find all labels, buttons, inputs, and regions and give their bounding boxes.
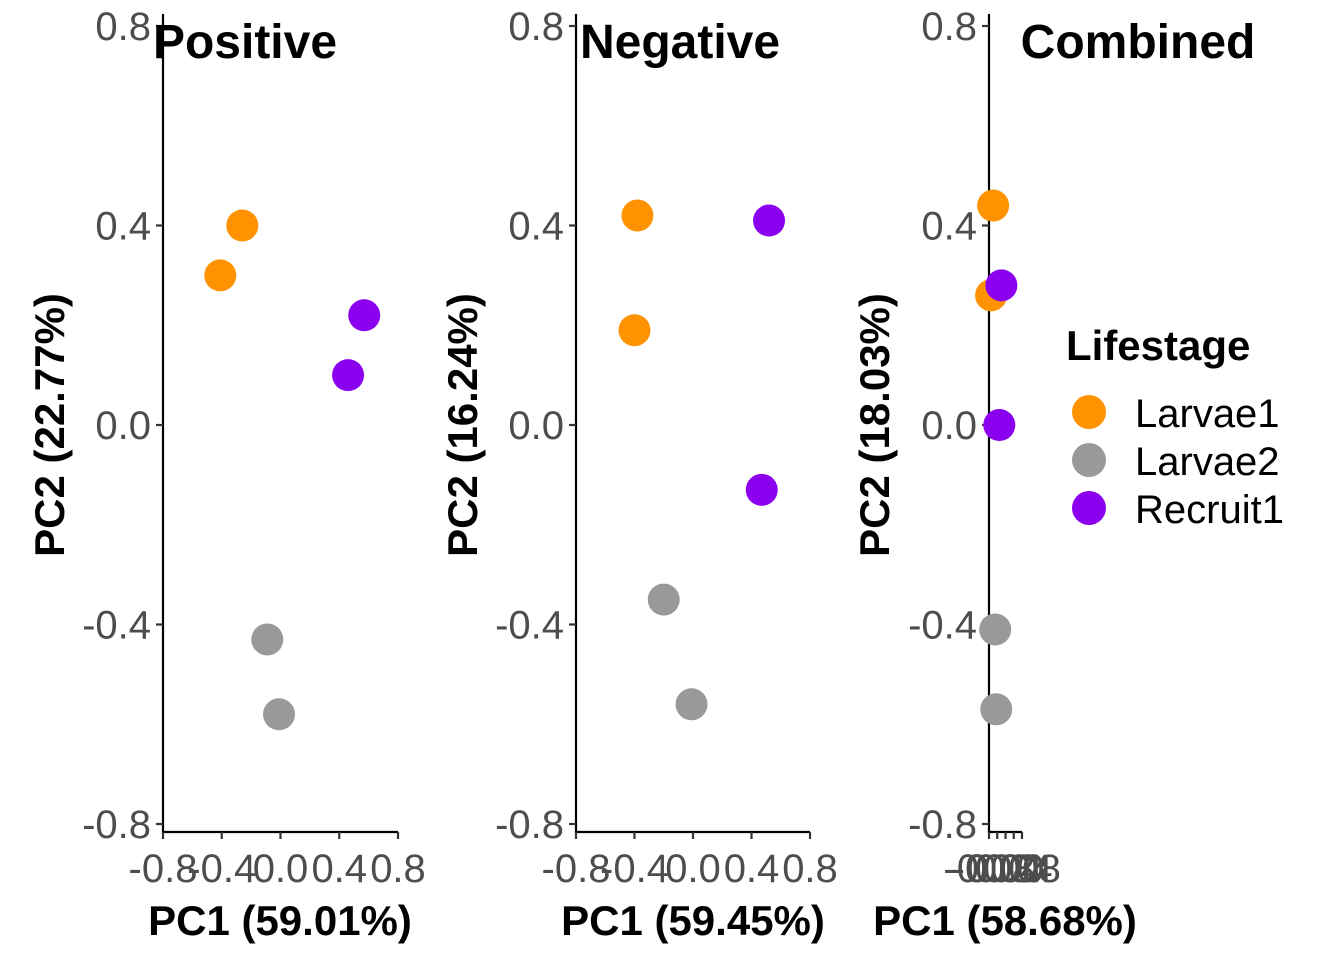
point-recruit1: [983, 409, 1016, 441]
y-tick-label: 0.0: [95, 404, 151, 448]
y-tick-label: 0.8: [508, 5, 564, 49]
x-tick-label: 0.8: [782, 847, 838, 891]
y-tick-label: 0.8: [95, 5, 151, 49]
y-axis-title: PC2 (16.24%): [439, 293, 486, 557]
x-tick-label: 0.04: [975, 847, 1053, 891]
x-tick-label: -0.04: [952, 847, 1043, 891]
point-recruit1: [985, 269, 1018, 302]
point-larvae2: [675, 688, 708, 721]
legend-item-larvae1: Larvae1: [1072, 392, 1280, 436]
y-tick-label: 0.0: [921, 404, 977, 448]
x-axis-title: PC1 (59.45%): [561, 897, 825, 944]
point-recruit1: [348, 299, 381, 332]
y-tick-label: 0.4: [921, 205, 977, 249]
y-tick-label: -0.4: [82, 604, 151, 648]
x-tick-label: 0.0: [253, 847, 309, 891]
point-recruit1: [745, 473, 778, 506]
panel-title: Combined: [1021, 16, 1256, 69]
point-larvae1: [977, 189, 1010, 222]
x-tick-label: -0.8: [542, 847, 611, 891]
x-tick-label: 0.08: [983, 847, 1061, 891]
x-tick-label: 0.4: [311, 847, 367, 891]
y-tick-label: -0.8: [495, 803, 564, 847]
legend-label-recruit1: Recruit1: [1135, 488, 1284, 532]
x-tick-label: 0.4: [724, 847, 780, 891]
legend-swatch-larvae1: [1072, 395, 1106, 429]
point-recruit1: [332, 359, 365, 392]
point-larvae1: [618, 314, 651, 347]
panel-positive: -0.8-0.40.00.40.8-0.8-0.40.0 0.4 0.8Positi…: [26, 5, 426, 944]
y-axis-title: PC2 (22.77%): [26, 293, 73, 557]
y-tick-label: 0.0: [508, 404, 564, 448]
point-larvae2: [251, 623, 284, 656]
point-recruit1: [753, 204, 786, 237]
x-tick-label: -0.4: [600, 847, 669, 891]
panel-negative: -0.8-0.40.00.40.8-0.8-0.40.0 0.4 0.8Negati…: [439, 5, 838, 944]
panels: -0.8-0.40.00.40.8-0.8-0.40.0 0.4 0.8Positi…: [26, 5, 1255, 944]
x-tick-label: 0.0: [665, 847, 721, 891]
legend-label-larvae2: Larvae2: [1135, 440, 1280, 484]
y-tick-label: -0.4: [908, 604, 977, 648]
x-tick-label: 0.00: [967, 847, 1045, 891]
legend-swatch-recruit1: [1072, 491, 1106, 525]
y-tick-label: -0.4: [495, 604, 564, 648]
x-tick-label: -0.4: [187, 847, 256, 891]
y-tick-label: 0.4: [508, 205, 564, 249]
x-tick-label: 0.8: [370, 847, 426, 891]
x-axis-title: PC1 (58.68%): [873, 897, 1137, 944]
y-axis-title: PC2 (18.03%): [851, 293, 898, 557]
legend-item-recruit1: Recruit1: [1072, 488, 1284, 532]
y-tick-label: 0.4: [95, 205, 151, 249]
point-larvae1: [226, 209, 259, 242]
legend-title: Lifestage: [1066, 322, 1250, 369]
y-tick-label: -0.8: [82, 803, 151, 847]
panel-title: Negative: [580, 16, 780, 69]
point-larvae2: [979, 613, 1012, 646]
legend: Lifestage Larvae1 Larvae2 Recruit1: [1066, 322, 1284, 532]
point-larvae1: [621, 199, 654, 232]
point-larvae2: [263, 698, 296, 731]
panel-title: Positive: [153, 16, 337, 69]
x-tick-label: -0.08: [943, 847, 1034, 891]
legend-swatch-larvae2: [1072, 443, 1106, 477]
point-larvae2: [980, 693, 1013, 726]
y-tick-label: 0.8: [921, 5, 977, 49]
point-larvae2: [647, 583, 680, 616]
panel-combined: -0.8 -0.4 0.0 0.4 0.8 -0.08-0.040.000.040.08 C…: [851, 5, 1255, 944]
y-tick-label: -0.8: [908, 803, 977, 847]
x-tick-label: -0.8: [129, 847, 198, 891]
legend-label-larvae1: Larvae1: [1135, 392, 1280, 436]
point-larvae1: [204, 259, 237, 292]
x-axis-title: PC1 (59.01%): [148, 897, 412, 944]
legend-item-larvae2: Larvae2: [1072, 440, 1280, 484]
